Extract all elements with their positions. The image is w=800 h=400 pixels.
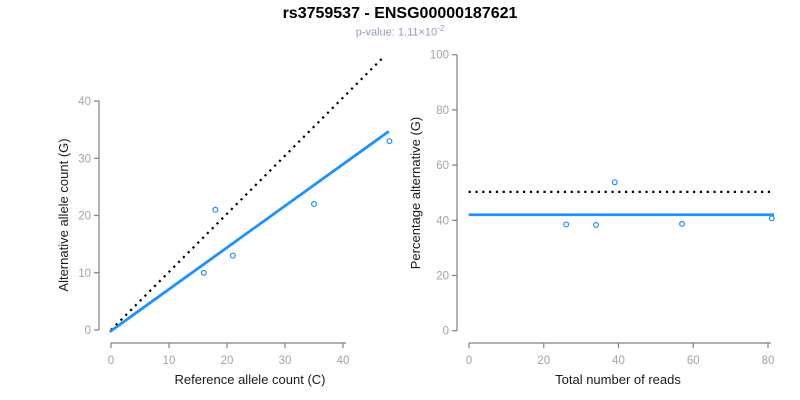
y-tick-label: 10 <box>78 268 91 280</box>
x-tick-label: 40 <box>337 355 350 367</box>
x-axis-label: Total number of reads <box>555 372 681 387</box>
data-point <box>611 179 618 186</box>
data-point <box>311 201 318 208</box>
y-tick-label: 80 <box>436 105 449 117</box>
pvalue-text: p-value: 1.11×10 <box>355 26 438 39</box>
figure-subtitle: p-value: 1.11×10-2 <box>0 24 800 39</box>
data-point <box>768 215 775 222</box>
x-tick-label: 0 <box>466 355 472 367</box>
data-point <box>563 221 570 228</box>
regression-line <box>109 130 390 333</box>
y-tick-label: 30 <box>78 153 91 165</box>
x-tick-label: 20 <box>221 355 234 367</box>
y-axis-label: Alternative allele count (G) <box>56 138 71 291</box>
data-point <box>386 138 393 145</box>
data-point <box>200 269 207 276</box>
allele-count-panel: 0 10 20 30 40 0 10 20 30 40 Reference allele count… <box>56 54 393 387</box>
y-axis-label: Percentage alternative (G) <box>408 117 423 269</box>
data-point <box>679 220 686 227</box>
y-tick-label: 20 <box>436 271 449 283</box>
x-tick-label: 20 <box>537 355 550 367</box>
y-tick-label: 0 <box>443 326 449 338</box>
y-tick-label: 40 <box>436 215 449 227</box>
identity-line <box>110 54 386 331</box>
y-tick-label: 100 <box>430 50 449 62</box>
percentage-panel: 0 20 40 60 80 100 0 20 40 60 80 Total number of rea… <box>408 50 775 387</box>
x-axis-label: Reference allele count (C) <box>174 372 325 387</box>
x-tick-label: 60 <box>687 355 700 367</box>
y-tick-label: 60 <box>436 160 449 172</box>
data-point <box>593 221 600 228</box>
pvalue-exponent: -2 <box>437 24 445 33</box>
y-tick-label: 40 <box>78 96 91 108</box>
figure-title: rs3759537 - ENSG00000187621 <box>282 5 518 22</box>
x-tick-label: 0 <box>108 355 114 367</box>
data-point <box>229 252 236 259</box>
data-point <box>212 206 219 213</box>
x-tick-label: 10 <box>163 355 176 367</box>
x-tick-label: 80 <box>762 355 775 367</box>
y-tick-label: 0 <box>85 325 91 337</box>
y-tick-label: 20 <box>78 211 91 223</box>
x-tick-label: 40 <box>612 355 625 367</box>
x-tick-label: 30 <box>279 355 292 367</box>
